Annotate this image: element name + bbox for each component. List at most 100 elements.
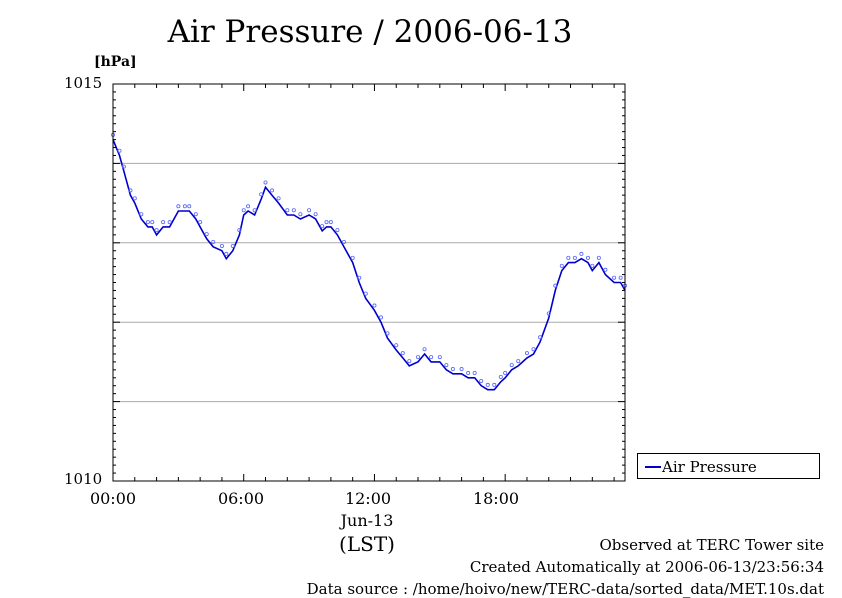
data-point — [596, 255, 601, 260]
series-line-air-pressure — [112, 139, 626, 391]
data-point — [559, 263, 564, 268]
data-point — [444, 363, 449, 368]
data-point — [117, 148, 122, 153]
data-point — [407, 359, 412, 364]
data-point — [328, 220, 333, 225]
data-point — [524, 351, 529, 356]
data-point — [145, 220, 150, 225]
data-point — [176, 204, 181, 209]
data-point — [193, 212, 198, 217]
data-point — [437, 355, 442, 360]
series-points — [111, 132, 628, 387]
data-point — [298, 212, 303, 217]
data-point — [313, 212, 318, 217]
gridlines — [113, 162, 625, 403]
data-point — [276, 196, 281, 201]
data-point — [612, 275, 617, 280]
data-point — [150, 220, 155, 225]
legend-label: Air Pressure — [662, 458, 757, 476]
data-point — [132, 196, 137, 201]
data-point — [618, 275, 623, 280]
data-point — [270, 188, 275, 193]
data-point — [472, 371, 477, 376]
data-point — [546, 311, 551, 316]
data-point — [509, 363, 514, 368]
data-point — [579, 251, 584, 256]
x-tick-label-0600: 06:00 — [217, 489, 265, 508]
data-point — [219, 243, 224, 248]
y-tick-label-1010: 1010 — [64, 470, 103, 488]
data-point — [204, 232, 209, 237]
data-point — [252, 208, 257, 213]
data-point — [230, 243, 235, 248]
data-point — [341, 240, 346, 245]
y-axis-unit-label: [hPa] — [94, 54, 137, 70]
y-tick-label-1015: 1015 — [64, 74, 103, 92]
data-point — [350, 255, 355, 260]
data-point — [241, 208, 246, 213]
data-point — [259, 192, 264, 197]
data-point — [357, 275, 362, 280]
data-point — [161, 220, 166, 225]
data-point — [363, 291, 368, 296]
data-point — [139, 212, 144, 217]
data-point — [385, 331, 390, 336]
data-point — [422, 347, 427, 352]
data-point — [121, 164, 126, 169]
data-point — [538, 335, 543, 340]
data-point — [320, 224, 325, 229]
data-point — [335, 228, 340, 233]
data-point — [198, 220, 203, 225]
data-point — [246, 204, 251, 209]
data-point — [263, 180, 268, 185]
data-point — [503, 371, 508, 376]
footer-created: Created Automatically at 2006-06-13/23:5… — [469, 558, 824, 576]
data-point — [516, 359, 521, 364]
data-point — [372, 303, 377, 308]
x-tick-label-1800: 18:00 — [472, 489, 520, 508]
data-point — [237, 228, 242, 233]
data-point — [378, 315, 383, 320]
data-point — [154, 228, 159, 233]
data-point — [450, 367, 455, 372]
data-point — [566, 255, 571, 260]
x-tick-label-0000: 00:00 — [89, 489, 137, 508]
x-tick-label-1200: 12:00 — [344, 489, 392, 508]
x-unit-label: (LST) — [339, 532, 395, 556]
data-point — [187, 204, 192, 209]
data-point — [291, 208, 296, 213]
data-point — [572, 255, 577, 260]
footer-observed: Observed at TERC Tower site — [599, 536, 824, 554]
data-point — [416, 355, 421, 360]
data-point — [485, 382, 490, 387]
data-point — [429, 355, 434, 360]
data-point — [211, 240, 216, 245]
data-point — [182, 204, 187, 209]
data-point — [498, 374, 503, 379]
data-point — [553, 283, 558, 288]
data-point — [324, 220, 329, 225]
data-point — [479, 378, 484, 383]
data-point — [307, 208, 312, 213]
plot-frame — [112, 83, 626, 482]
data-point — [603, 267, 608, 272]
x-date-label: Jun-13 — [340, 511, 394, 530]
chart-title: Air Pressure / 2006-06-13 — [167, 14, 573, 50]
legend: Air Pressure — [637, 453, 820, 479]
axis-ticks — [112, 83, 625, 482]
data-point — [459, 367, 464, 372]
data-point — [466, 371, 471, 376]
data-point — [224, 251, 229, 256]
footer-source: Data source : /home/hoivo/new/TERC-data/… — [306, 580, 824, 598]
data-point — [394, 343, 399, 348]
data-point — [128, 188, 133, 193]
legend-swatch — [645, 466, 661, 468]
data-point — [492, 382, 497, 387]
data-point — [531, 347, 536, 352]
data-point — [400, 351, 405, 356]
data-point — [167, 220, 172, 225]
data-point — [585, 255, 590, 260]
data-point — [285, 208, 290, 213]
data-point — [590, 263, 595, 268]
